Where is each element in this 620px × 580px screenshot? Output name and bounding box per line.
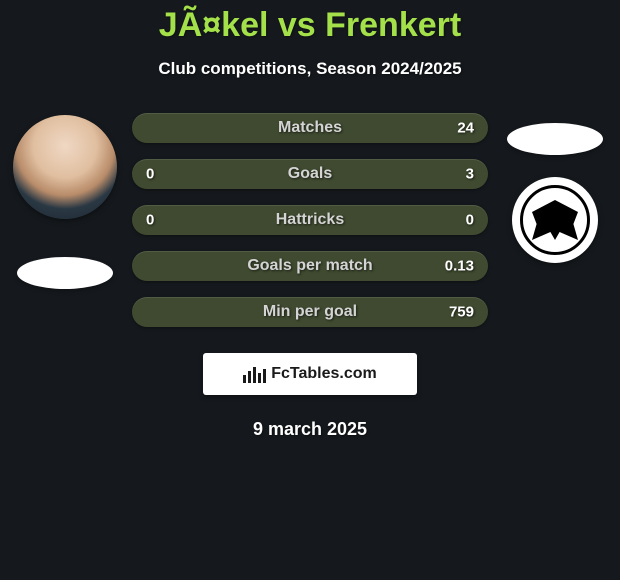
main-row: Matches 24 0 Goals 3 0 Hattricks 0 Goals… [0, 113, 620, 327]
stat-right-value: 759 [449, 304, 474, 321]
right-player-col [496, 113, 614, 263]
stat-label: Hattricks [276, 211, 344, 229]
page-title: JÃ¤kel vs Frenkert [0, 6, 620, 45]
stat-right-value: 0.13 [445, 258, 474, 275]
stat-right-value: 0 [466, 212, 474, 229]
stat-row-matches: Matches 24 [132, 113, 488, 143]
player-right-club-badge [507, 123, 603, 155]
stat-label: Goals [288, 165, 332, 183]
stat-label: Goals per match [247, 257, 372, 275]
source-logo: FcTables.com [203, 353, 417, 395]
stat-right-value: 3 [466, 166, 474, 183]
date-label: 9 march 2025 [0, 419, 620, 440]
stats-bars: Matches 24 0 Goals 3 0 Hattricks 0 Goals… [124, 113, 496, 327]
stat-row-min-per-goal: Min per goal 759 [132, 297, 488, 327]
stat-row-goals-per-match: Goals per match 0.13 [132, 251, 488, 281]
left-player-col [6, 113, 124, 289]
subtitle: Club competitions, Season 2024/2025 [0, 59, 620, 79]
content-root: JÃ¤kel vs Frenkert Club competitions, Se… [0, 0, 620, 580]
stat-row-goals: 0 Goals 3 [132, 159, 488, 189]
player-left-avatar [13, 115, 117, 219]
stat-right-value: 24 [457, 120, 474, 137]
bar-chart-icon [243, 365, 265, 383]
crest-circle [520, 185, 590, 255]
player-left-club-badge [17, 257, 113, 289]
stat-left-value: 0 [146, 212, 154, 229]
stat-label: Min per goal [263, 303, 357, 321]
stat-label: Matches [278, 119, 342, 137]
player-right-crest [512, 177, 598, 263]
source-logo-text: FcTables.com [271, 365, 377, 383]
stat-left-value: 0 [146, 166, 154, 183]
stat-row-hattricks: 0 Hattricks 0 [132, 205, 488, 235]
eagle-icon [532, 200, 578, 240]
